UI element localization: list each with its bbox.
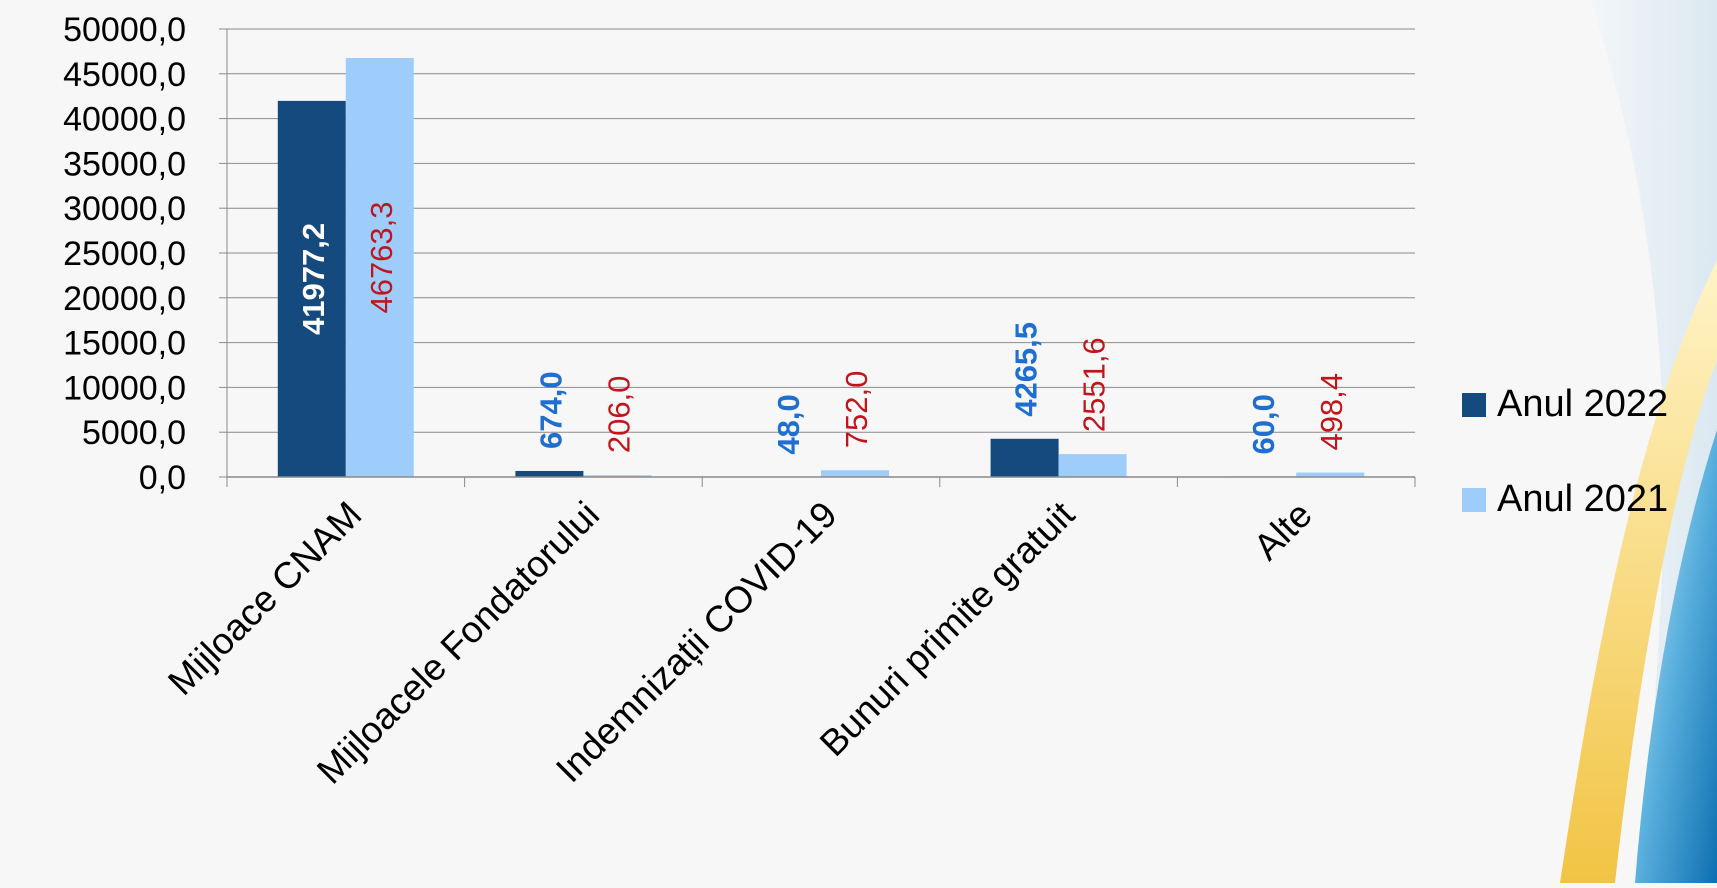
y-tick-label: 35000,0 (63, 145, 186, 183)
data-label: 674,0 (533, 371, 568, 449)
bar (515, 471, 583, 477)
data-label: 206,0 (601, 376, 636, 454)
data-label: 60,0 (1246, 394, 1281, 454)
data-labels: 41977,2 46763,3 674,0 206,0 48,0 752,0 4265,5 2… (296, 201, 1349, 454)
bar (1059, 454, 1127, 477)
x-category-label: Indemnizații COVID-19 (548, 494, 845, 791)
data-label: 2551,6 (1077, 337, 1112, 432)
data-label: 41977,2 (296, 223, 331, 335)
data-label: 4265,5 (1009, 322, 1044, 417)
data-label: 48,0 (771, 394, 806, 454)
bars (278, 58, 1364, 477)
legend-swatch (1462, 488, 1486, 512)
legend-label: Anul 2021 (1497, 478, 1668, 520)
data-label: 46763,3 (364, 201, 399, 313)
y-tick-label: 10000,0 (63, 369, 186, 407)
bar (821, 470, 889, 477)
legend-label: Anul 2022 (1497, 383, 1668, 425)
y-tick-label: 25000,0 (63, 235, 186, 273)
y-tick-label: 40000,0 (63, 101, 186, 139)
bar (991, 439, 1059, 477)
y-tick-label: 50000,0 (63, 11, 186, 49)
y-tick-label: 15000,0 (63, 325, 186, 363)
y-tick-label: 45000,0 (63, 56, 186, 94)
x-category-label: Alte (1246, 494, 1320, 568)
legend: Anul 2022 Anul 2021 (1462, 383, 1668, 520)
y-tick-label: 30000,0 (63, 190, 186, 228)
y-tick-label: 5000,0 (82, 414, 186, 452)
data-label: 752,0 (839, 371, 874, 449)
x-category-label: Bunuri primite gratuit (812, 493, 1083, 764)
y-tick-label: 20000,0 (63, 280, 186, 318)
x-category-label: Mijloace CNAM (160, 494, 369, 703)
y-tick-label: 0,0 (139, 459, 186, 497)
background-decoration (1560, 0, 1717, 883)
y-axis: 0,0 5000,0 10000,0 15000,0 20000,0 25000,0 300… (63, 11, 227, 497)
data-label: 498,4 (1314, 373, 1349, 451)
legend-swatch (1462, 393, 1486, 417)
